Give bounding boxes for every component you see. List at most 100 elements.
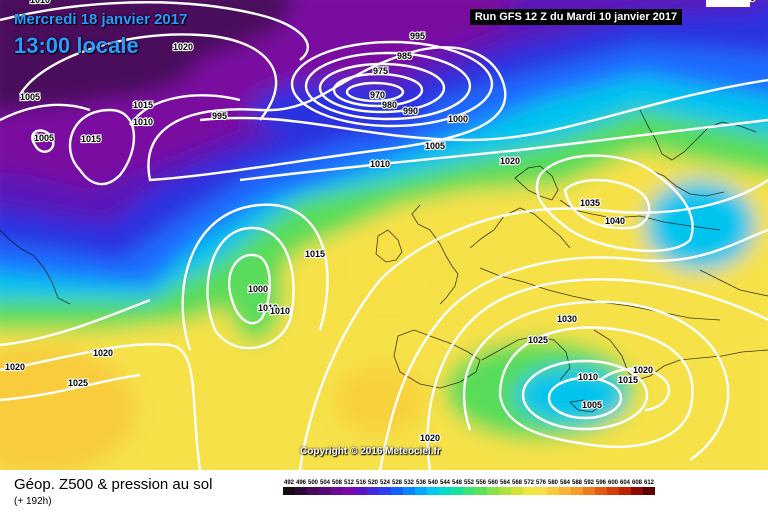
- scale-swatch: [499, 487, 511, 495]
- scale-value: 588: [571, 480, 582, 486]
- scale-swatch: [559, 487, 571, 495]
- scale-swatch: [475, 487, 487, 495]
- isobar-label: 990: [403, 106, 418, 116]
- isobar-label: 1010: [258, 303, 278, 313]
- scale-swatch: [367, 487, 379, 495]
- model-run-label: Run GFS 12 Z du Mardi 10 janvier 2017: [470, 9, 682, 25]
- scale-swatch: [535, 487, 547, 495]
- scale-swatch: [415, 487, 427, 495]
- isobar-label: 1005: [20, 92, 40, 102]
- scale-value: 564: [499, 480, 510, 486]
- isobar-label: 1010: [133, 117, 153, 127]
- run-tab: [706, 0, 750, 7]
- isobar-label: 970: [370, 90, 385, 100]
- isobar-labels: 1010 1020 1005 1015 1010 995 995 985 975…: [4, 0, 756, 444]
- isobar-label: 995: [410, 31, 425, 41]
- scale-swatch: [307, 487, 319, 495]
- scale-swatch: [487, 487, 499, 495]
- isobar-label: 1025: [528, 335, 548, 345]
- isobars: [0, 1, 768, 470]
- scale-swatch: [463, 487, 475, 495]
- scale-swatch: [595, 487, 607, 495]
- scale-value: 504: [319, 480, 330, 486]
- scale-value: 508: [331, 480, 342, 486]
- scale-value: 516: [355, 480, 366, 486]
- scale-swatch: [355, 487, 367, 495]
- scale-value: 532: [403, 480, 414, 486]
- scale-value: 556: [475, 480, 486, 486]
- scale-swatch: [643, 487, 655, 495]
- isobar-label: 1035: [580, 198, 600, 208]
- isobar-label: 1030: [557, 314, 577, 324]
- isobar-label: 1020: [5, 362, 25, 372]
- isobar-label: 1020: [93, 348, 113, 358]
- map-title: Géop. Z500 & pression au sol: [14, 476, 213, 493]
- scale-swatch: [619, 487, 631, 495]
- isobar-label: 980: [382, 100, 397, 110]
- scale-value: 552: [463, 480, 474, 486]
- lead-time: (+ 192h): [14, 496, 52, 507]
- scale-value: 544: [439, 480, 450, 486]
- isobar-label: 1005: [582, 400, 602, 410]
- scale-swatch: [523, 487, 535, 495]
- scale-value: 500: [307, 480, 318, 486]
- scale-swatch: [583, 487, 595, 495]
- isobar-label: 1005: [34, 133, 54, 143]
- scale-value: 528: [391, 480, 402, 486]
- isobar-label: 985: [397, 51, 412, 61]
- scale-swatch: [343, 487, 355, 495]
- scale-swatch: [439, 487, 451, 495]
- isobar-label: 1020: [173, 42, 193, 52]
- scale-value: 560: [487, 480, 498, 486]
- scale-swatch: [547, 487, 559, 495]
- scale-value: 536: [415, 480, 426, 486]
- scale-value: 596: [595, 480, 606, 486]
- isobar-label: 1000: [448, 114, 468, 124]
- forecast-time: 13:00 locale: [14, 33, 139, 58]
- map-canvas: 1010 1020 1005 1015 1010 995 995 985 975…: [0, 0, 768, 470]
- weather-map: 1010 1020 1005 1015 1010 995 995 985 975…: [0, 0, 768, 470]
- scale-value: 524: [379, 480, 390, 486]
- scale-value: 584: [559, 480, 570, 486]
- scale-swatch: [295, 487, 307, 495]
- copyright-notice: Copyright © 2016 Meteociel.fr: [300, 446, 441, 457]
- isobar-label: 1025: [68, 378, 88, 388]
- isobar-label: 1010: [370, 159, 390, 169]
- scale-value: 548: [451, 480, 462, 486]
- scale-swatch: [283, 487, 295, 495]
- scale-swatch: [379, 487, 391, 495]
- scale-value: 572: [523, 480, 534, 486]
- scale-swatch: [319, 487, 331, 495]
- isobar-label: 1015: [81, 134, 101, 144]
- isobar-label: 1005: [425, 141, 445, 151]
- scale-value: 604: [619, 480, 630, 486]
- scale-value: 576: [535, 480, 546, 486]
- scale-value: 568: [511, 480, 522, 486]
- forecast-date: Mercredi 18 janvier 2017: [14, 11, 188, 28]
- scale-value: 520: [367, 480, 378, 486]
- color-scale-swatches: [283, 487, 655, 495]
- scale-swatch: [403, 487, 415, 495]
- scale-value: 600: [607, 480, 618, 486]
- isobar-label: 1010: [578, 372, 598, 382]
- isobar-label: 1020: [500, 156, 520, 166]
- scale-swatch: [631, 487, 643, 495]
- scale-swatch: [571, 487, 583, 495]
- isobar-label: 1010: [270, 306, 290, 316]
- isobar-label: 1015: [133, 100, 153, 110]
- color-scale-values: 492 496 500 504 508 512 516 520 524 528 532 536 540 5…: [283, 479, 655, 487]
- color-scale: 492 496 500 504 508 512 516 520 524 528 532 536 540 5…: [283, 479, 655, 495]
- scale-value: 592: [583, 480, 594, 486]
- coastlines: [0, 109, 768, 413]
- isobar-label: 995: [212, 111, 227, 121]
- scale-value: 540: [427, 480, 438, 486]
- isobar-label: 975: [373, 66, 388, 76]
- scale-value: 496: [295, 480, 306, 486]
- scale-value: 512: [343, 480, 354, 486]
- scale-value: 612: [643, 480, 654, 486]
- scale-swatch: [511, 487, 523, 495]
- isobar-label: 1015: [305, 249, 325, 259]
- scale-swatch: [607, 487, 619, 495]
- isobar-label: 1020: [633, 365, 653, 375]
- isobar-label: 1010: [30, 0, 50, 5]
